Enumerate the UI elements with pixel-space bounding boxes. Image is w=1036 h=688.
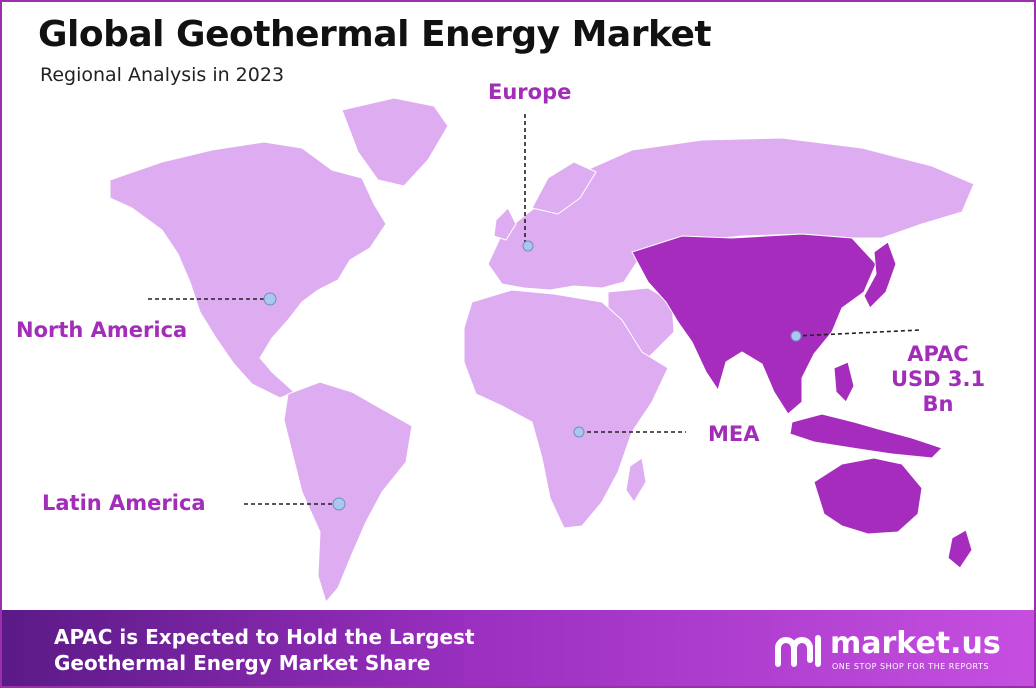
latin-america-label: Latin America (42, 491, 206, 515)
market-us-logo-icon (775, 635, 821, 667)
north-america-landmass (109, 141, 387, 399)
north-america-marker (263, 292, 277, 306)
mea-marker (573, 426, 585, 438)
page-subtitle: Regional Analysis in 2023 (40, 64, 285, 86)
brand-tagline: ONE STOP SHOP FOR THE REPORTS (832, 662, 989, 671)
new-zealand-landmass (947, 529, 973, 569)
apac-asia-landmass (631, 233, 877, 415)
brand-logo: market.us ONE STOP SHOP FOR THE REPORTS (772, 626, 1022, 676)
scandinavia-landmass (531, 161, 597, 215)
north-america-label: North America (16, 318, 188, 342)
footer-headline-line1: APAC is Expected to Hold the Largest (54, 625, 475, 649)
uk-landmass (493, 207, 517, 241)
europe-label: Europe (488, 80, 572, 104)
south-america-landmass (283, 381, 413, 604)
brand-name: market.us (830, 626, 1001, 661)
africa-landmass (463, 289, 669, 529)
philippines-landmass (833, 361, 855, 403)
apac-value: USD 3.1 Bn (890, 367, 986, 417)
mea-label: MEA (708, 422, 760, 446)
footer-banner: APAC is Expected to Hold the Largest Geo… (2, 610, 1034, 686)
footer-headline: APAC is Expected to Hold the Largest Geo… (54, 624, 475, 676)
eurasia-landmass (487, 137, 975, 291)
madagascar-landmass (625, 457, 647, 503)
australia-landmass (813, 457, 923, 535)
apac-marker (790, 330, 802, 342)
japan-landmass (863, 241, 897, 309)
indonesia-landmass (789, 413, 943, 459)
footer-headline-line2: Geothermal Energy Market Share (54, 651, 431, 675)
apac-label: APAC (907, 342, 969, 366)
europe-marker (522, 240, 534, 252)
page-title: Global Geothermal Energy Market (38, 14, 712, 55)
latin-america-marker (332, 497, 346, 511)
greenland-landmass (341, 97, 449, 187)
apac-label-group: APAC USD 3.1 Bn (878, 342, 998, 418)
